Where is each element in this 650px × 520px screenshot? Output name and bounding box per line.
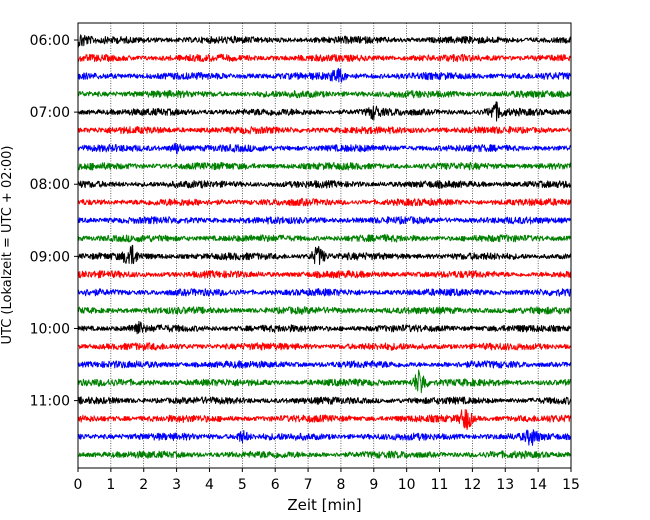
trace-row-16	[77, 320, 572, 335]
x-tick-label: 0	[74, 477, 83, 493]
trace-row-4	[77, 101, 572, 122]
trace-row-6	[77, 142, 572, 155]
x-tick-label: 3	[172, 477, 181, 493]
x-axis-label: Zeit [min]	[287, 496, 361, 514]
trace-row-2	[77, 67, 572, 83]
y-tick-label: 08:00	[30, 177, 70, 193]
x-tick-label: 13	[496, 477, 514, 493]
trace-row-11	[77, 234, 572, 243]
trace-row-9	[77, 197, 572, 207]
trace-row-19	[77, 369, 572, 394]
x-tick-label: 7	[304, 477, 313, 493]
trace-row-7	[77, 161, 572, 171]
trace-row-18	[77, 360, 572, 369]
trace-row-3	[77, 89, 572, 99]
x-tick-label: 12	[463, 477, 481, 493]
y-tick-label: 07:00	[30, 105, 70, 121]
x-tick-label: 6	[271, 477, 280, 493]
trace-row-15	[77, 306, 572, 315]
trace-row-5	[77, 125, 572, 135]
trace-row-10	[77, 216, 572, 225]
y-axis-label: UTC (Lokalzeit = UTC + 02:00)	[0, 146, 15, 345]
x-tick-label: 4	[205, 477, 214, 493]
trace-row-8	[77, 180, 572, 189]
x-axis-ticks: 0 1 2 3 4 5 6 7 8 9 10 11 12 13 14 15	[74, 468, 580, 493]
x-tick-label: 10	[398, 477, 416, 493]
trace-row-13	[77, 270, 572, 279]
vertical-gridlines	[110, 23, 539, 468]
x-tick-label: 2	[139, 477, 148, 493]
y-tick-label: 09:00	[30, 249, 70, 265]
y-tick-label: 11:00	[30, 394, 70, 410]
trace-row-21	[77, 409, 572, 431]
trace-row-1	[77, 53, 572, 63]
plot-border	[77, 22, 572, 469]
x-tick-label: 1	[106, 477, 115, 493]
x-tick-label: 14	[529, 477, 547, 493]
trace-row-12	[77, 244, 572, 266]
y-tick-label: 10:00	[30, 321, 70, 337]
trace-row-17	[77, 342, 572, 351]
trace-row-14	[77, 288, 572, 297]
trace-row-22	[77, 429, 572, 446]
x-tick-label: 11	[431, 477, 449, 493]
x-tick-label: 8	[336, 477, 345, 493]
x-tick-label: 9	[369, 477, 378, 493]
x-tick-label: 15	[562, 477, 580, 493]
y-axis-ticks: 06:00 07:00 08:00 09:00 10:00 11:00	[30, 33, 78, 410]
plot-area	[77, 22, 572, 469]
x-tick-label: 5	[238, 477, 247, 493]
y-tick-label: 06:00	[30, 33, 70, 49]
seismic-traces	[77, 34, 572, 459]
trace-row-0	[77, 34, 572, 48]
trace-row-20	[77, 396, 572, 405]
trace-row-23	[77, 450, 572, 459]
